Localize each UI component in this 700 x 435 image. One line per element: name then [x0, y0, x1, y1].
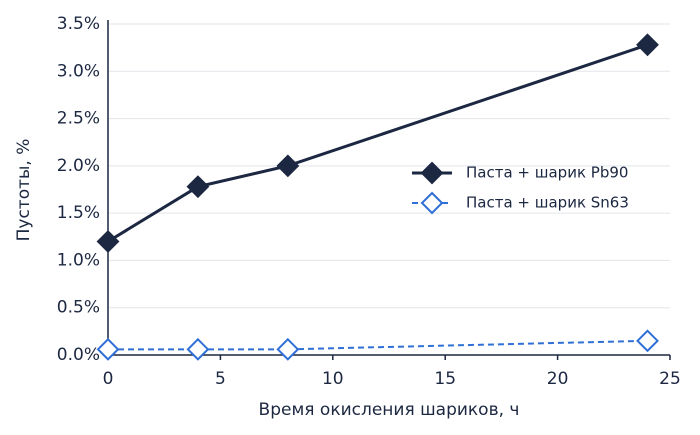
y-tick-label: 1.0%	[57, 250, 100, 270]
legend-label: Паста + шарик Sn63	[466, 194, 629, 212]
x-tick-label: 15	[434, 369, 456, 389]
y-axis-label: Пустоты, %	[14, 139, 34, 242]
y-tick-label: 0.0%	[57, 345, 100, 365]
legend-label: Паста + шарик Pb90	[466, 164, 628, 182]
x-tick-label: 20	[547, 369, 569, 389]
y-tick-label: 2.0%	[57, 156, 100, 176]
data-point	[186, 175, 210, 199]
data-point	[636, 33, 659, 57]
y-tick-label: 1.5%	[57, 203, 100, 223]
y-tick-label: 0.5%	[57, 298, 100, 318]
series-line	[108, 339, 648, 351]
legend-marker	[420, 161, 444, 185]
data-point	[636, 329, 659, 353]
data-point	[276, 337, 300, 361]
data-point	[276, 154, 300, 178]
series-line	[107, 43, 648, 243]
x-tick-label: 5	[215, 369, 226, 389]
x-axis-label: Время окисления шариков, ч	[259, 400, 520, 420]
x-tick-label: 0	[103, 369, 114, 389]
data-point	[186, 337, 210, 361]
x-tick-label: 25	[659, 369, 681, 389]
y-tick-label: 3.0%	[57, 61, 100, 81]
data-point	[96, 337, 120, 361]
x-tick-label: 10	[322, 369, 344, 389]
legend-marker	[420, 191, 444, 215]
y-tick-label: 3.5%	[57, 14, 100, 34]
data-point	[96, 230, 120, 253]
y-tick-label: 2.5%	[57, 109, 100, 129]
